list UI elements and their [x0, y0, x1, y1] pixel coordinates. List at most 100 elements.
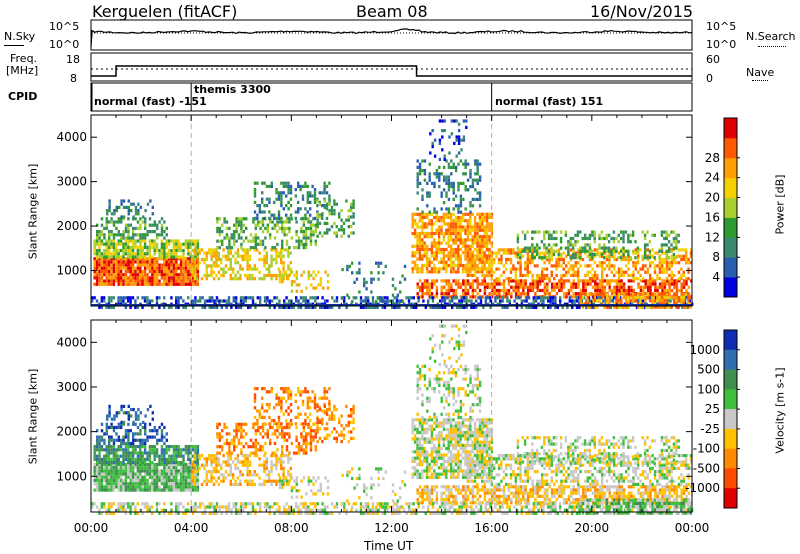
heatmap-cell	[93, 263, 96, 267]
heatmap-cell	[469, 260, 472, 264]
heatmap-cell	[136, 279, 140, 283]
heatmap-cell	[132, 420, 135, 424]
heatmap-cell	[519, 282, 523, 286]
heatmap-cell	[629, 299, 633, 303]
heatmap-cell	[502, 248, 505, 252]
heatmap-cell	[483, 273, 486, 278]
heatmap-cell	[680, 277, 683, 281]
heatmap-cell	[668, 261, 671, 265]
heatmap-cell	[535, 243, 539, 247]
heatmap-cell	[461, 215, 465, 220]
heatmap-cell	[312, 270, 315, 274]
heatmap-cell	[411, 215, 414, 220]
heatmap-cell	[534, 282, 537, 286]
heatmap-cell	[457, 151, 461, 155]
heatmap-cell	[110, 461, 113, 465]
heatmap-cell	[615, 305, 618, 309]
heatmap-cell	[103, 478, 106, 483]
heatmap-cell	[625, 288, 628, 293]
heatmap-cell	[583, 233, 587, 237]
heatmap-cell	[110, 220, 113, 224]
heatmap-cell	[433, 181, 436, 185]
heatmap-cell	[471, 295, 475, 299]
heatmap-cell	[333, 209, 336, 213]
heatmap-cell	[682, 292, 685, 296]
heatmap-cell	[476, 235, 479, 239]
heatmap-cell	[225, 226, 229, 230]
heatmap-cell	[435, 172, 439, 176]
heatmap-cell	[110, 233, 113, 237]
heatmap-cell	[237, 305, 240, 309]
heatmap-cell	[172, 462, 176, 467]
heatmap-cell	[514, 277, 517, 281]
heatmap-cell	[275, 296, 279, 300]
heatmap-cell	[447, 231, 450, 236]
heatmap-cell	[653, 233, 656, 237]
heatmap-cell	[110, 299, 113, 303]
heatmap-cell	[443, 157, 446, 161]
heatmap-cell	[543, 236, 546, 241]
heatmap-cell	[425, 251, 429, 255]
heatmap-cell	[501, 305, 504, 309]
heatmap-cell	[165, 469, 168, 473]
heatmap-cell	[627, 299, 630, 303]
heatmap-cell	[103, 255, 106, 259]
heatmap-cell	[677, 261, 681, 265]
heatmap-cell	[658, 277, 661, 281]
heatmap-cell	[282, 248, 285, 252]
heatmap-cell	[227, 251, 230, 255]
heatmap-cell	[118, 205, 121, 209]
heatmap-cell	[103, 236, 106, 240]
heatmap-cell	[547, 230, 551, 234]
heatmap-cell	[95, 488, 99, 492]
heatmap-cell	[158, 249, 161, 253]
heatmap-cell	[615, 279, 619, 283]
heatmap-cell	[182, 305, 185, 309]
heatmap-cell	[215, 264, 218, 268]
heatmap-cell	[449, 225, 453, 229]
heatmap-cell	[132, 438, 135, 442]
heatmap-cell	[144, 220, 147, 224]
heatmap-cell	[687, 285, 691, 289]
heatmap-cell	[685, 282, 688, 286]
heatmap-cell	[98, 230, 101, 234]
heatmap-cell	[591, 257, 594, 262]
heatmap-cell	[127, 205, 130, 209]
heatmap-cell	[272, 257, 276, 262]
heatmap-cell	[249, 296, 252, 300]
heatmap-cell	[225, 299, 228, 303]
heatmap-cell	[685, 279, 688, 283]
heatmap-cell	[304, 305, 307, 309]
heatmap-cell	[160, 239, 164, 243]
heatmap-cell	[510, 285, 513, 289]
heatmap-cell	[95, 263, 99, 267]
heatmap-cell	[646, 282, 650, 286]
heatmap-cell	[464, 238, 467, 242]
heatmap-cell	[543, 282, 547, 286]
heatmap-cell	[552, 249, 556, 253]
heatmap-cell	[627, 267, 630, 271]
heatmap-cell	[536, 285, 539, 289]
heatmap-cell	[424, 305, 427, 309]
heatmap-cell	[187, 482, 190, 486]
heatmap-cell	[277, 267, 280, 271]
heatmap-cell	[148, 269, 152, 274]
heatmap-cell	[129, 273, 132, 277]
heatmap-cell	[546, 285, 549, 289]
heatmap-cell	[452, 241, 455, 245]
heatmap-cell	[119, 461, 123, 465]
heatmap-cell	[151, 212, 154, 216]
heatmap-cell	[112, 263, 116, 267]
heatmap-cell	[95, 485, 99, 489]
heatmap-cell	[575, 299, 579, 303]
heatmap-cell	[112, 445, 116, 449]
nsearch-label-dots	[758, 46, 786, 47]
heatmap-cell	[627, 273, 630, 278]
heatmap-cell	[127, 263, 130, 267]
heatmap-cell	[98, 462, 101, 467]
heatmap-cell	[579, 257, 582, 262]
heatmap-cell	[182, 462, 185, 467]
heatmap-cell	[685, 257, 688, 262]
heatmap-cell	[440, 260, 443, 264]
heatmap-cell	[143, 245, 147, 249]
